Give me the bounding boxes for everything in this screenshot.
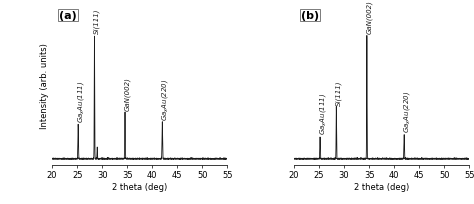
Text: (b): (b) bbox=[301, 11, 319, 21]
X-axis label: 2 theta (deg): 2 theta (deg) bbox=[112, 182, 167, 191]
Text: GaN(002): GaN(002) bbox=[366, 1, 373, 34]
Text: GaN(002): GaN(002) bbox=[124, 76, 131, 110]
Text: Ga$_x$Au(220): Ga$_x$Au(220) bbox=[401, 90, 411, 132]
Text: (a): (a) bbox=[59, 11, 77, 21]
Text: Ga$_x$Au(220): Ga$_x$Au(220) bbox=[160, 78, 170, 120]
Text: Si(111): Si(111) bbox=[336, 80, 342, 105]
Y-axis label: Intensity (arb. units): Intensity (arb. units) bbox=[40, 43, 49, 128]
Text: Ga$_x$Au(111): Ga$_x$Au(111) bbox=[318, 93, 328, 135]
Text: Si(111): Si(111) bbox=[94, 9, 100, 34]
Text: Ga$_x$Au(111): Ga$_x$Au(111) bbox=[76, 80, 86, 122]
X-axis label: 2 theta (deg): 2 theta (deg) bbox=[354, 182, 409, 191]
